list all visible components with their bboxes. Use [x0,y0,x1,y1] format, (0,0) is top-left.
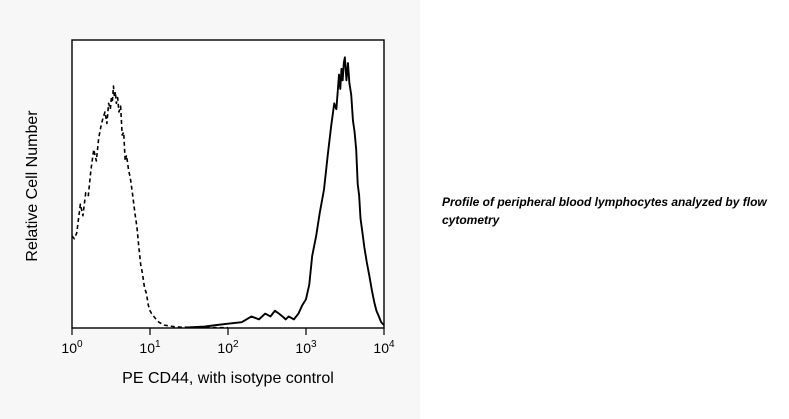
x-tick-label: 101 [139,339,161,356]
x-tick-label: 104 [373,339,395,356]
x-tick-label-base: 10 [373,340,389,356]
x-axis-ticks: 100 101 102 103 104 [61,328,395,356]
x-tick-label-base: 10 [139,340,155,356]
chart-panel: 100 101 102 103 104 PE CD44, with isotype co… [24,39,396,387]
x-tick-label-exponent: 3 [311,339,317,350]
x-tick-label: 102 [217,339,239,356]
pe-cd44-histogram [187,56,385,329]
y-axis-label: Relative Cell Number [24,110,41,262]
x-tick-label-exponent: 0 [77,339,83,350]
x-tick-label-exponent: 4 [389,339,395,350]
chart-caption: Profile of peripheral blood lymphocytes … [442,195,767,227]
isotype-control-histogram [71,85,228,329]
x-tick-label-exponent: 2 [233,339,239,350]
plot-frame [71,39,385,329]
series-layer [71,56,385,329]
histogram-chart: 100 101 102 103 104 PE CD44, with isotype co… [24,39,395,387]
x-tick-label-base: 10 [217,340,233,356]
x-axis-label: PE CD44, with isotype control [122,370,334,387]
x-tick-label: 100 [61,339,83,356]
x-tick-label: 103 [295,339,317,356]
x-tick-label-exponent: 1 [155,339,161,350]
x-tick-label-base: 10 [61,340,77,356]
x-tick-label-base: 10 [295,340,311,356]
